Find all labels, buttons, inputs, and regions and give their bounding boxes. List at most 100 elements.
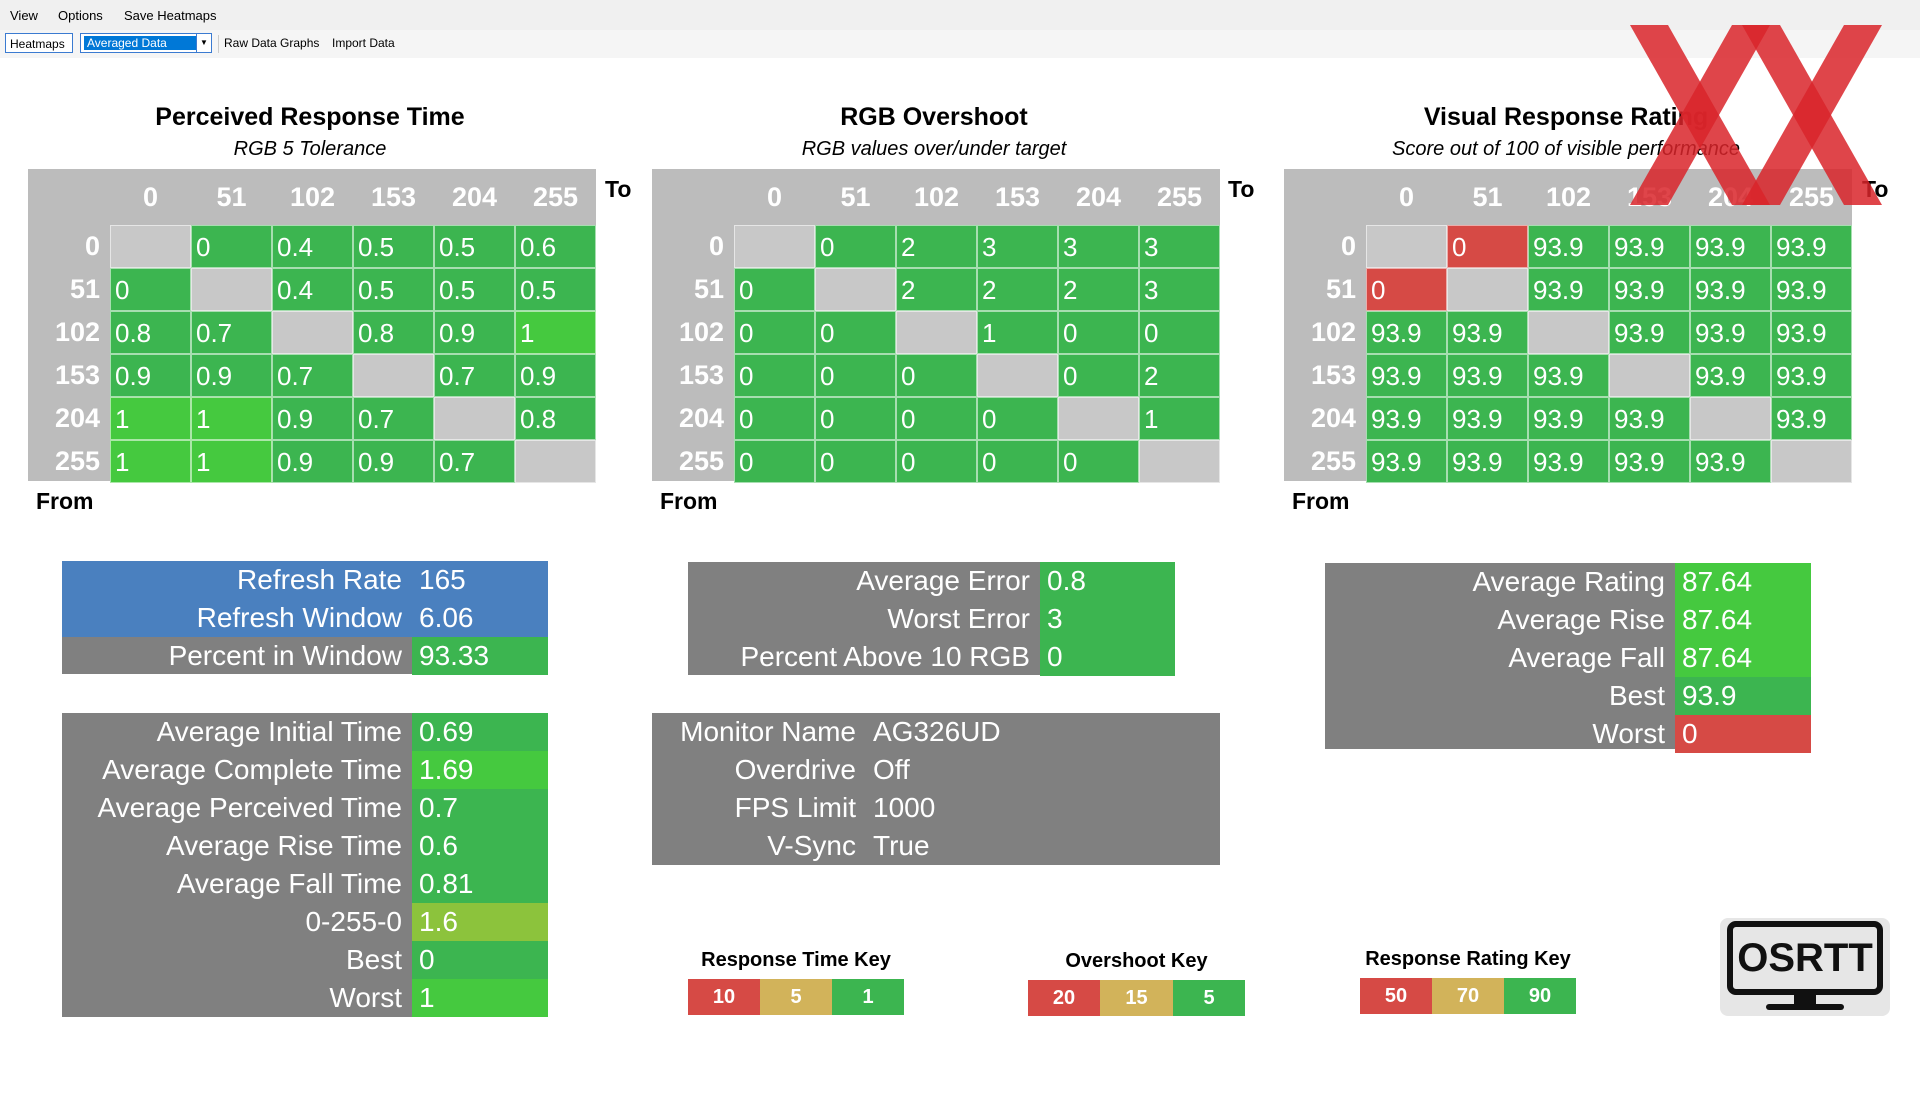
heatmap-cell: 0 xyxy=(896,440,977,483)
heatmap-row-header: 0 xyxy=(708,231,724,261)
heatmaps-button[interactable]: Heatmaps xyxy=(5,33,73,53)
import-data-button[interactable]: Import Data xyxy=(332,36,395,50)
stat-row: Monitor Name AG326UD xyxy=(652,713,1220,751)
menu-save-heatmaps[interactable]: Save Heatmaps xyxy=(124,8,217,23)
refresh-window-row: Refresh Window 6.06 xyxy=(62,599,548,637)
heatmap-cell: 0 xyxy=(734,440,815,483)
heatmap-cell-empty xyxy=(815,268,896,311)
heatmap-row-header: 204 xyxy=(1310,403,1356,433)
stat-value: 1 xyxy=(412,979,548,1017)
heatmap-cell: 93.9 xyxy=(1690,354,1771,397)
axis-from-label: From xyxy=(660,488,718,514)
overshoot-key-title: Overshoot Key xyxy=(1065,950,1208,972)
overshoot-key-cell: 15 xyxy=(1100,980,1173,1016)
refresh-window-value: 6.06 xyxy=(419,602,474,633)
heatmap-cell: 0.7 xyxy=(191,311,272,354)
heatmap-cell: 0 xyxy=(191,225,272,268)
stat-value: 1000 xyxy=(873,792,936,823)
heatmap-cell: 0.8 xyxy=(110,311,191,354)
times-panel: Average Initial Time 0.69 Average Complete… xyxy=(62,713,548,1017)
heatmap-cell: 93.9 xyxy=(1609,311,1690,354)
heatmap-overshoot: 0 51 102 153 204 255 0 51 102 153 204 255 0 2 3 3 3 0 2 2 2 3… xyxy=(652,169,1220,483)
stat-label: Average Perceived Time xyxy=(97,792,402,823)
heatmap-subtitle-response: RGB 5 Tolerance xyxy=(233,138,387,160)
heatmap-cell: 3 xyxy=(1139,225,1220,268)
heatmap-cell: 1 xyxy=(515,311,596,354)
percent-in-window-row: Percent in Window 93.33 xyxy=(62,637,548,675)
heatmap-column-header: 255 xyxy=(532,182,579,212)
heatmap-cell-empty xyxy=(1139,440,1220,483)
heatmap-cell: 93.9 xyxy=(1690,311,1771,354)
heatmap-cell: 0.4 xyxy=(272,225,353,268)
heatmap-cell: 93.9 xyxy=(1366,311,1447,354)
chevron-down-icon[interactable]: ▼ xyxy=(196,34,211,52)
stat-value: 87.64 xyxy=(1675,639,1811,677)
stat-value: 0 xyxy=(1675,715,1811,753)
heatmap-cell-empty xyxy=(896,311,977,354)
stat-value: Off xyxy=(873,754,910,785)
stat-value: 0.6 xyxy=(412,827,548,865)
refresh-rate-label: Refresh Rate xyxy=(237,564,402,595)
heatmap-subtitle-overshoot: RGB values over/under target xyxy=(801,138,1067,160)
heatmap-cell: 0.9 xyxy=(191,354,272,397)
axis-to-label: To xyxy=(605,176,632,202)
heatmap-cell-empty xyxy=(272,311,353,354)
stat-label: V-Sync xyxy=(767,830,856,861)
heatmap-row-header: 204 xyxy=(678,403,724,433)
stat-value: 0 xyxy=(1040,638,1175,676)
menu-options[interactable]: Options xyxy=(58,8,103,23)
heatmap-cell: 0.5 xyxy=(434,225,515,268)
heatmap-column-header: 51 xyxy=(216,182,247,212)
osrtt-logo: OSRTT xyxy=(1720,918,1890,1016)
heatmap-cell: 0 xyxy=(734,354,815,397)
watermark-logo xyxy=(1630,25,1882,205)
response-rating-key-cell: 50 xyxy=(1360,978,1432,1014)
percent-in-window-label: Percent in Window xyxy=(168,640,402,671)
heatmap-cell-empty xyxy=(1447,268,1528,311)
stat-value: 0.81 xyxy=(412,865,548,903)
heatmap-cell: 93.9 xyxy=(1447,354,1528,397)
heatmap-cell: 0 xyxy=(734,311,815,354)
raw-data-graphs-button[interactable]: Raw Data Graphs xyxy=(224,36,320,50)
heatmap-row-header: 51 xyxy=(1325,274,1356,304)
heatmap-cell-empty xyxy=(1690,397,1771,440)
stat-value: 87.64 xyxy=(1675,563,1811,601)
stat-row: Worst 1 xyxy=(62,979,548,1017)
heatmap-column-header: 0 xyxy=(142,182,159,212)
stat-label: Average Rise xyxy=(1497,604,1665,635)
heatmap-cell: 93.9 xyxy=(1447,440,1528,483)
heatmap-column-header: 153 xyxy=(370,182,417,212)
stat-label: FPS Limit xyxy=(734,792,856,823)
heatmap-cell-empty xyxy=(191,268,272,311)
stat-label: Overdrive xyxy=(734,754,856,785)
response-rating-key-cell: 90 xyxy=(1504,978,1576,1014)
overshoot-key-cell: 5 xyxy=(1173,980,1245,1016)
stat-row: Average Rise Time 0.6 xyxy=(62,827,548,865)
heatmap-cell: 93.9 xyxy=(1771,397,1852,440)
heatmap-cell: 1 xyxy=(1139,397,1220,440)
heatmap-subtitle-rating: Score out of 100 of visible performance xyxy=(1392,138,1740,160)
heatmap-cell-empty xyxy=(353,354,434,397)
heatmap-cell: 0.7 xyxy=(434,354,515,397)
heatmap-cell: 0 xyxy=(1058,311,1139,354)
stat-row: Worst 0 xyxy=(1325,715,1811,753)
heatmap-cell: 93.9 xyxy=(1609,397,1690,440)
heatmap-row-header: 153 xyxy=(678,360,724,390)
heatmap-row-header: 51 xyxy=(69,274,100,304)
refresh-rate-value: 165 xyxy=(419,564,466,595)
refresh-window-label: Refresh Window xyxy=(196,602,402,633)
stat-row: Average Error 0.8 xyxy=(688,562,1175,600)
stat-label: Worst xyxy=(1592,718,1665,749)
heatmap-cell: 2 xyxy=(1139,354,1220,397)
heatmap-cell: 93.9 xyxy=(1690,268,1771,311)
stat-value: 1.69 xyxy=(412,751,548,789)
menu-view[interactable]: View xyxy=(10,8,38,23)
heatmap-cell: 2 xyxy=(896,225,977,268)
stat-label: Average Fall xyxy=(1508,642,1665,673)
heatmap-cell: 93.9 xyxy=(1447,311,1528,354)
heatmap-cell: 0 xyxy=(815,397,896,440)
heatmap-cell: 0.5 xyxy=(515,268,596,311)
stat-value: 3 xyxy=(1040,600,1175,638)
data-mode-select[interactable]: Averaged Data ▼ xyxy=(80,33,212,53)
heatmap-cell: 3 xyxy=(1139,268,1220,311)
